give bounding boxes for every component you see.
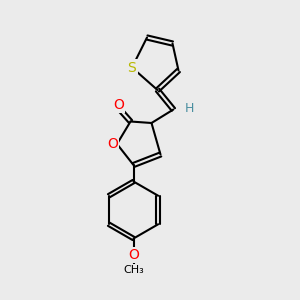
Text: O: O (113, 98, 124, 112)
Text: S: S (128, 61, 136, 74)
Text: O: O (128, 248, 139, 262)
Text: H: H (185, 101, 195, 115)
Text: O: O (107, 137, 118, 151)
Text: CH₃: CH₃ (123, 265, 144, 275)
